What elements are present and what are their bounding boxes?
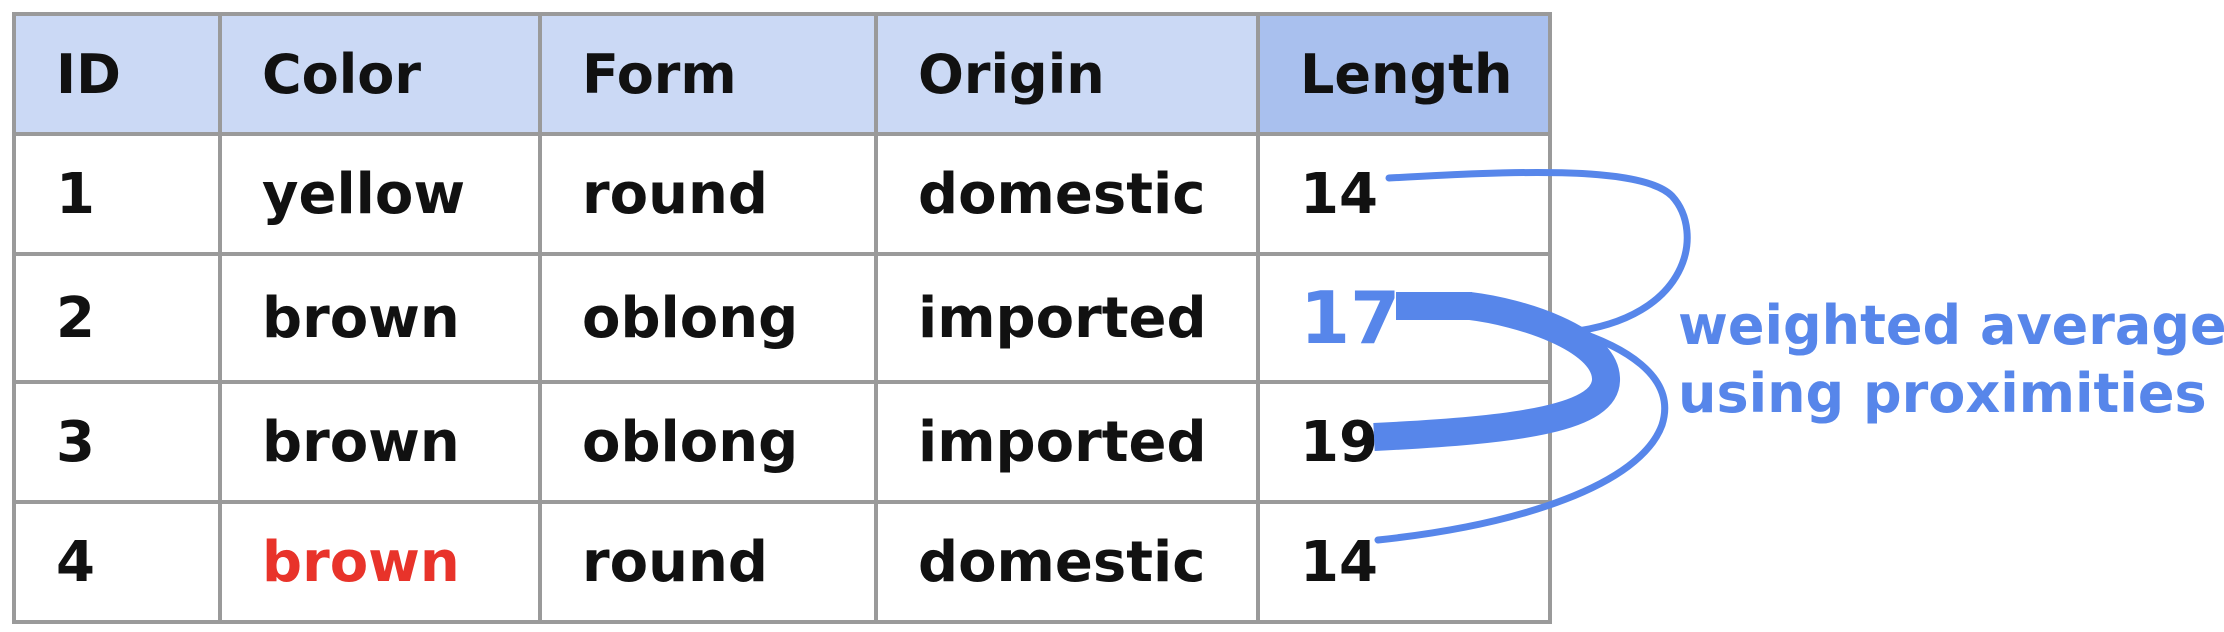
cell-origin: domestic: [874, 500, 1260, 624]
table-row: 2 brown oblong imported 17: [12, 252, 1552, 384]
connector-row-4: [1374, 326, 1668, 544]
data-table: ID Color Form Origin Length 1 yellow rou…: [12, 12, 1552, 624]
cell-color-highlighted: brown: [218, 500, 542, 624]
cell-origin: imported: [874, 380, 1260, 504]
header-form: Form: [538, 12, 878, 136]
cell-origin: domestic: [874, 132, 1260, 256]
header-row: ID Color Form Origin Length: [12, 12, 1552, 136]
cell-length: 19: [1256, 380, 1552, 504]
cell-length: 14: [1256, 132, 1552, 256]
connector-row-1: [1385, 169, 1691, 336]
table-row: 3 brown oblong imported 19: [12, 380, 1552, 504]
table-row: 4 brown round domestic 14: [12, 500, 1552, 624]
cell-length: 14: [1256, 500, 1552, 624]
cell-color: yellow: [218, 132, 542, 256]
cell-color: brown: [218, 380, 542, 504]
header-origin: Origin: [874, 12, 1260, 136]
cell-form: oblong: [538, 380, 878, 504]
cell-form: round: [538, 500, 878, 624]
annotation-line-1: weighted average: [1678, 294, 2224, 357]
table-row: 1 yellow round domestic 14: [12, 132, 1552, 256]
header-id: ID: [12, 12, 222, 136]
cell-id: 3: [12, 380, 222, 504]
cell-id: 1: [12, 132, 222, 256]
connector-row-3: [1373, 292, 1620, 451]
cell-id: 2: [12, 252, 222, 384]
annotation-label: weighted average using proximities: [1678, 292, 2224, 428]
cell-form: oblong: [538, 252, 878, 384]
cell-id: 4: [12, 500, 222, 624]
header-length: Length: [1256, 12, 1552, 136]
cell-color: brown: [218, 252, 542, 384]
cell-origin: imported: [874, 252, 1260, 384]
header-color: Color: [218, 12, 542, 136]
cell-form: round: [538, 132, 878, 256]
annotation-line-2: using proximities: [1678, 362, 2207, 425]
